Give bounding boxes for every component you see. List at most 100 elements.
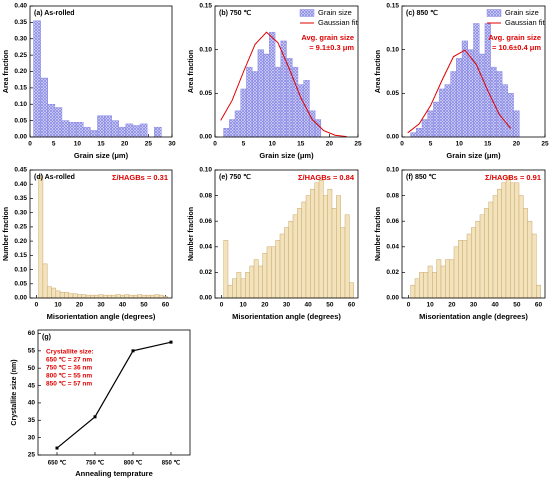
y-tick-label: 0.05 bbox=[14, 280, 27, 287]
bar bbox=[475, 220, 481, 299]
y-tick-label: 0.20 bbox=[14, 68, 27, 75]
legend-label: Gaussian fit bbox=[505, 18, 546, 27]
y-tick-label: 0.04 bbox=[386, 244, 399, 251]
bar bbox=[90, 130, 98, 138]
y-tick-label: 0.40 bbox=[14, 3, 27, 10]
x-tick-label: 10 bbox=[456, 141, 464, 148]
y-tick-label: 0.05 bbox=[14, 117, 27, 124]
bar bbox=[510, 182, 515, 299]
bar bbox=[227, 284, 233, 299]
bar bbox=[514, 182, 520, 299]
y-tick-label: 0.25 bbox=[14, 52, 27, 59]
bar bbox=[232, 278, 237, 299]
y-tick-label: 0.30 bbox=[14, 35, 27, 42]
bar bbox=[59, 292, 65, 299]
panel: 0.00 0.05 0.10 0.15 Area fraction Grain size … bbox=[375, 3, 549, 160]
bar bbox=[445, 259, 450, 299]
x-tick-label: 30 bbox=[470, 302, 478, 309]
bar bbox=[266, 246, 272, 299]
annotation: Avg. grain size bbox=[488, 33, 541, 42]
bar bbox=[141, 294, 147, 299]
annotation: Σ/HAGBs = 0.91 bbox=[485, 173, 541, 182]
bar bbox=[97, 115, 105, 138]
y-tick-label: 0.05 bbox=[386, 90, 399, 97]
y-tick-label: 0.02 bbox=[386, 269, 399, 276]
annotation: 850 ℃ = 57 nm bbox=[46, 380, 92, 388]
bar bbox=[104, 115, 112, 138]
marker bbox=[169, 340, 173, 344]
y-tick-label: 0.06 bbox=[199, 218, 212, 225]
y-tick-label: 0.08 bbox=[386, 192, 399, 199]
bar bbox=[462, 240, 468, 299]
y-tick-label: 0.00 bbox=[14, 134, 27, 141]
x-tick-label: 25 bbox=[541, 141, 549, 148]
bar bbox=[55, 290, 61, 299]
x-tick-label: 60 bbox=[535, 302, 543, 309]
y-tick-label: 0.20 bbox=[14, 238, 27, 245]
y-tick-label: 0.35 bbox=[14, 19, 27, 26]
bar bbox=[102, 294, 108, 299]
x-tick-label: 20 bbox=[76, 302, 84, 309]
y-tick-label: 0.10 bbox=[199, 46, 212, 53]
bar bbox=[450, 71, 457, 138]
y-axis-label: Area fraction bbox=[375, 50, 382, 93]
bar bbox=[68, 122, 77, 138]
panel: 0.00 0.05 0.10 0.15 0.20 0.25 0.30 0.35 0.40 0.45… bbox=[3, 167, 173, 321]
bar bbox=[505, 176, 511, 299]
bar bbox=[453, 246, 459, 299]
bar bbox=[46, 286, 52, 299]
plot-frame bbox=[29, 5, 173, 138]
y-tick-label: 40 bbox=[28, 400, 36, 407]
bar bbox=[288, 220, 294, 299]
bar bbox=[507, 93, 514, 138]
bar bbox=[94, 294, 100, 299]
x-tick-label: 25 bbox=[145, 141, 153, 148]
y-tick-label: 0.35 bbox=[14, 195, 27, 202]
bar bbox=[139, 123, 148, 138]
x-tick-label: 650 ℃ bbox=[48, 460, 67, 467]
y-tick-label: 0.10 bbox=[199, 167, 212, 174]
bar bbox=[271, 246, 276, 299]
legend-label: Grain size bbox=[318, 8, 352, 17]
bar bbox=[416, 128, 423, 138]
bar bbox=[421, 119, 428, 138]
bar bbox=[349, 282, 354, 299]
bar bbox=[501, 84, 509, 138]
y-tick-label: 0.10 bbox=[386, 167, 399, 174]
y-tick-label: 30 bbox=[28, 434, 36, 441]
bar bbox=[81, 294, 87, 299]
y-tick-label: 25 bbox=[28, 452, 36, 459]
bar bbox=[246, 66, 253, 138]
annotation: = 10.6±0.4 μm bbox=[492, 43, 541, 52]
bar bbox=[245, 272, 250, 299]
bar bbox=[479, 214, 485, 299]
fit-line bbox=[220, 31, 347, 138]
x-tick-label: 10 bbox=[240, 302, 248, 309]
x-axis-label: Annealing temprature bbox=[75, 469, 153, 478]
bar bbox=[461, 40, 469, 138]
bar bbox=[263, 53, 270, 138]
plot-frame bbox=[29, 169, 173, 299]
bar bbox=[449, 259, 455, 299]
bar bbox=[240, 278, 246, 299]
y-tick-label: 0.15 bbox=[199, 3, 212, 10]
bar bbox=[473, 23, 480, 138]
x-tick-label: 5 bbox=[242, 141, 246, 148]
x-tick-label: 60 bbox=[162, 302, 170, 309]
bar bbox=[318, 179, 324, 299]
bar bbox=[85, 294, 91, 299]
x-tick-label: 0 bbox=[407, 302, 411, 309]
y-tick-label: 0.15 bbox=[14, 252, 27, 259]
bar bbox=[340, 227, 346, 299]
y-tick-label: 0.05 bbox=[199, 90, 212, 97]
y-tick-label: 0.00 bbox=[199, 295, 212, 302]
panel-title: (a) As-rolled bbox=[34, 10, 75, 17]
x-axis-label: Grain size (μm) bbox=[446, 151, 501, 160]
bar bbox=[115, 294, 121, 299]
bar bbox=[501, 182, 507, 299]
y-tick-label: 50 bbox=[28, 365, 36, 372]
x-tick-label: 5 bbox=[429, 141, 433, 148]
x-tick-label: 15 bbox=[484, 141, 492, 148]
annotation: Avg. grain size bbox=[301, 33, 354, 42]
panel-title: (b) 750 ℃ bbox=[219, 9, 252, 17]
